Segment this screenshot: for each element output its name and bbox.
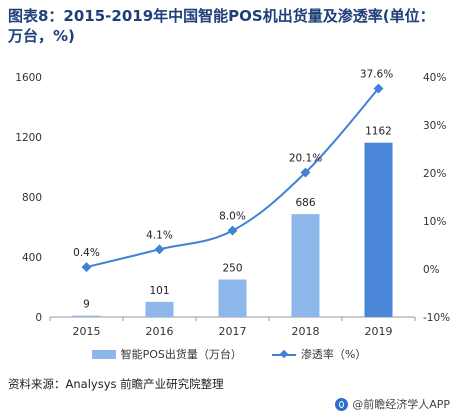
brand-logo-icon [335,397,349,411]
line-value-label: 37.6% [360,69,393,81]
legend-item-bar: 智能POS出货量（万台） [91,346,242,362]
bar [145,301,174,317]
x-tick-label: 2019 [365,325,393,338]
legend-label-bar: 智能POS出货量（万台） [120,348,242,361]
y-left-tick-label: 1600 [15,72,42,84]
y-right-tick-label: 40% [423,72,446,84]
y-left-tick-label: 0 [35,312,42,324]
line-point [154,244,165,255]
bar [218,279,247,317]
bar [364,142,393,317]
x-tick-label: 2017 [219,325,247,338]
line-point [227,225,238,236]
legend: 智能POS出货量（万台） 渗透率（%） [0,346,458,362]
y-left-tick-label: 400 [22,252,42,264]
line-value-label: 0.4% [73,247,100,259]
brand-label: @前瞻经济学人APP [352,398,450,411]
bar-value-label: 101 [149,285,169,297]
bar-value-label: 686 [295,197,315,209]
line-point [300,167,311,178]
penetration-line [86,87,380,269]
legend-swatch-line [271,350,296,359]
y-right-tick-label: 10% [423,216,446,228]
line-value-label: 4.1% [146,229,173,241]
legend-item-line: 渗透率（%） [271,346,367,362]
line-point [81,262,92,273]
line-value-label: 20.1% [289,153,322,165]
line-series [81,83,384,273]
bar-value-label: 9 [83,299,90,311]
y-right-tick-label: 30% [423,120,446,132]
source-note: 资料来源：Analysys 前瞻产业研究院整理 [8,377,224,391]
y-right-tick-label: -10% [423,312,450,324]
bar [291,214,320,317]
x-tick-label: 2016 [146,325,174,338]
bar [72,315,101,317]
y-right-tick-label: 0% [423,264,440,276]
y-right-tick-label: 20% [423,168,446,180]
legend-swatch-bar [91,349,116,359]
chart-axes: 0 400 800 1200 1600 -10% 0% 10% 20% 30% 40% 2015 201… [15,72,450,338]
bar-value-label: 250 [222,263,242,275]
data-labels: 9 101 250 686 1162 0.4% 4.1% 8.0% 20.1% 37.6% [73,69,393,311]
bar-series [72,142,393,317]
chart-title: 图表8：2015-2019年中国智能POS机出货量及渗透率(单位：万台，%) [8,7,435,45]
x-tick-label: 2015 [73,325,101,338]
brand-footer: @前瞻经济学人APP [335,396,450,412]
legend-label-line: 渗透率（%） [300,348,367,361]
line-value-label: 8.0% [219,211,246,223]
x-tick-label: 2018 [292,325,320,338]
bar-value-label: 1162 [365,126,392,138]
y-left-tick-label: 1200 [15,132,42,144]
y-left-tick-label: 800 [22,192,42,204]
